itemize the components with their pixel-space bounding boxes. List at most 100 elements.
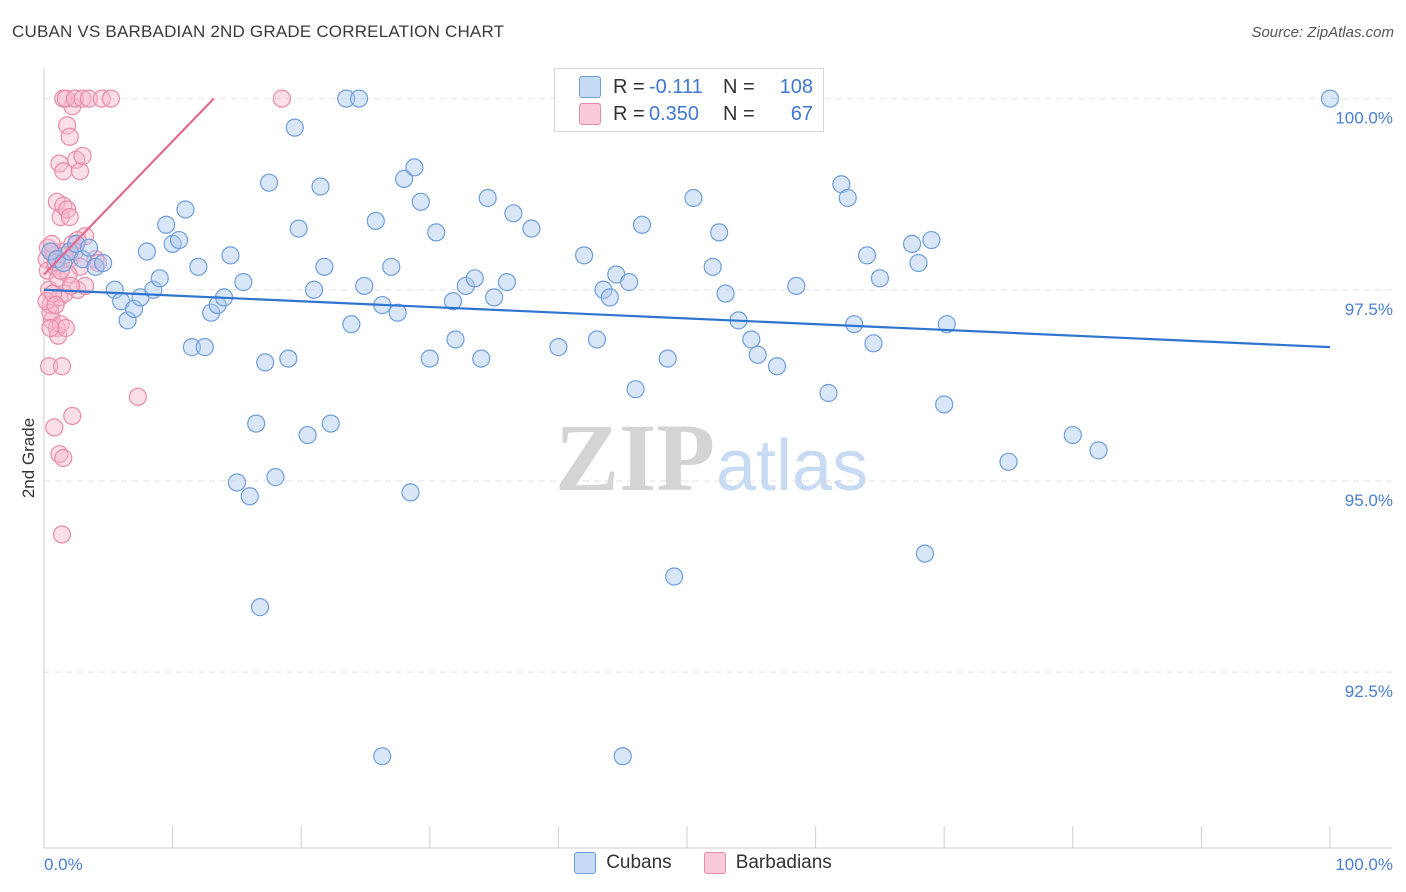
cuban-point xyxy=(864,334,883,353)
cuban-point xyxy=(157,215,176,234)
cuban-point xyxy=(227,473,246,492)
cuban-point xyxy=(658,349,677,368)
legend-item-cubans[interactable]: Cubans xyxy=(574,852,672,874)
barbadian-point xyxy=(58,116,77,135)
cuban-point xyxy=(420,349,439,368)
barbadian-point xyxy=(52,357,72,376)
barbadian-swatch xyxy=(579,103,601,125)
cuban-point xyxy=(388,303,407,322)
cuban-point xyxy=(240,487,259,506)
y-tick-label: 95.0% xyxy=(1345,491,1393,510)
cuban-point xyxy=(665,567,684,586)
n-value: 67 xyxy=(790,102,813,125)
cuban-point xyxy=(909,253,928,273)
cuban-swatch xyxy=(579,76,601,98)
cuban-points xyxy=(41,89,1340,766)
cuban-point xyxy=(922,230,941,250)
cuban-point xyxy=(366,211,385,231)
cuban-point xyxy=(870,269,890,288)
cuban-point xyxy=(478,188,497,208)
cuban-point xyxy=(195,338,214,357)
barbadian-point xyxy=(41,318,60,338)
source-label: Source: ZipAtlas.com xyxy=(1251,24,1394,41)
cuban-point xyxy=(819,383,838,403)
cuban-point xyxy=(935,395,954,414)
r-label: R = xyxy=(613,102,645,125)
cuban-point xyxy=(256,353,275,372)
cuban-point xyxy=(485,288,504,307)
cuban-point xyxy=(632,215,652,234)
cuban-point xyxy=(401,483,420,502)
cuban-point xyxy=(575,246,594,265)
cuban-point xyxy=(304,280,324,299)
cuban-point xyxy=(342,315,361,334)
r-value: -0.111 xyxy=(649,75,703,98)
barbadian-point xyxy=(73,146,92,166)
cuban-point xyxy=(382,257,401,276)
cuban-point xyxy=(522,219,541,238)
cuban-swatch xyxy=(574,852,597,874)
grid-lines xyxy=(44,98,1392,673)
barbadian-point xyxy=(40,357,59,376)
x-tick-label: 100.0% xyxy=(1335,855,1393,874)
legend-row-cubans: R = -0.111 N = 108 xyxy=(579,74,813,100)
barbadian-point xyxy=(45,418,64,437)
cuban-point xyxy=(703,257,722,276)
cuban-point xyxy=(1089,441,1108,460)
cuban-point xyxy=(405,158,424,177)
legend-label: Cubans xyxy=(606,852,672,873)
cuban-trend-line xyxy=(43,288,1331,349)
watermark: ZIP atlas xyxy=(555,404,868,511)
axis-labels: 100.0% 97.5% 95.0% 92.5% 0.0% 100.0% 2nd Grade xyxy=(19,109,1393,874)
cuban-point xyxy=(613,747,632,766)
cuban-point xyxy=(626,380,645,399)
cuban-point xyxy=(999,452,1018,471)
legend-item-barbadians[interactable]: Barbadians xyxy=(703,852,832,874)
cuban-point xyxy=(411,192,430,211)
cuban-point xyxy=(94,253,113,273)
barbadian-point xyxy=(128,387,147,406)
chart-title: CUBAN VS BARBADIAN 2ND GRADE CORRELATION… xyxy=(12,22,505,41)
barbadian-point xyxy=(79,89,99,108)
cuban-point xyxy=(465,269,484,288)
n-value: 108 xyxy=(779,75,813,98)
cuban-point xyxy=(259,173,279,192)
cuban-point xyxy=(620,273,639,292)
series-legend: Cubans Barbadians xyxy=(0,852,1406,874)
cuban-point xyxy=(748,345,767,364)
cuban-point xyxy=(902,234,922,253)
cuban-point xyxy=(355,276,374,296)
cuban-point xyxy=(349,89,369,108)
cuban-point xyxy=(279,349,298,368)
barbadian-point xyxy=(49,326,68,345)
cuban-point xyxy=(298,425,317,445)
barbadian-swatch xyxy=(703,852,726,874)
cuban-point xyxy=(189,257,208,276)
n-label: N = xyxy=(723,102,755,125)
y-axis-title: 2nd Grade xyxy=(19,418,38,498)
cuban-point xyxy=(857,246,877,265)
barbadian-point xyxy=(46,295,65,315)
barbadian-point xyxy=(73,89,92,108)
cuban-point xyxy=(742,330,761,349)
r-label: R = xyxy=(613,75,645,98)
cuban-point xyxy=(137,242,156,261)
cuban-point xyxy=(394,169,414,188)
cuban-point xyxy=(311,177,330,196)
legend-label: Barbadians xyxy=(735,852,832,873)
barbadian-point xyxy=(60,127,79,146)
watermark-atlas: atlas xyxy=(716,426,868,506)
cuban-point xyxy=(150,269,169,288)
cuban-point xyxy=(79,238,99,257)
cuban-point xyxy=(1063,425,1082,445)
cuban-point xyxy=(337,89,356,108)
barbadian-point xyxy=(76,276,95,296)
cuban-point xyxy=(182,338,201,357)
watermark-zip: ZIP xyxy=(555,404,715,511)
cuban-point xyxy=(250,598,270,617)
cuban-point xyxy=(118,311,137,330)
trend-lines xyxy=(43,97,1331,349)
cuban-point xyxy=(767,357,787,376)
cuban-point xyxy=(247,414,266,433)
cuban-point xyxy=(443,292,463,311)
